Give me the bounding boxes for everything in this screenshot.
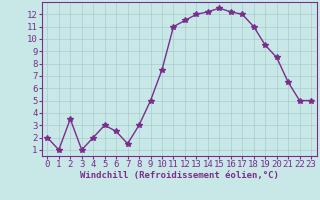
X-axis label: Windchill (Refroidissement éolien,°C): Windchill (Refroidissement éolien,°C) (80, 171, 279, 180)
